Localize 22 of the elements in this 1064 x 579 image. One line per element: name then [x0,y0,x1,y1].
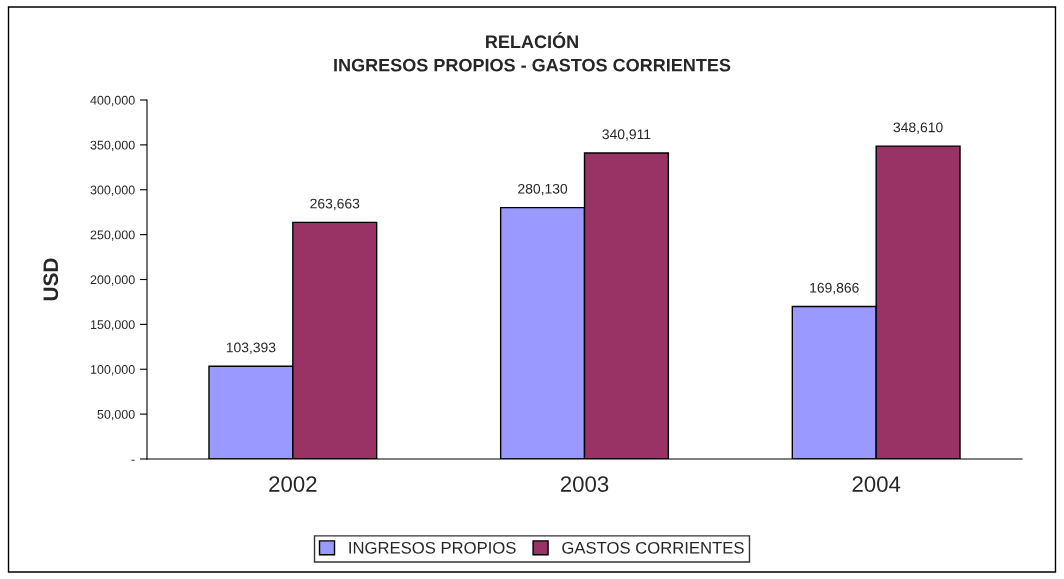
y-tick-label: 400,000 [90,95,135,107]
data-label: 348,610 [893,122,943,134]
data-label: 340,911 [602,129,651,141]
y-tick-label: 250,000 [90,230,135,241]
x-tick-label: 2004 [852,476,901,492]
y-tick-label: 150,000 [90,320,135,331]
x-tick-label: 2002 [269,476,317,492]
y-tick-label: 350,000 [90,140,135,151]
y-axis-title: USD [43,258,59,301]
y-tick-label: 100,000 [90,365,135,376]
data-label: 103,393 [226,342,276,354]
x-tick-label: 2003 [560,476,609,492]
data-label: 169,866 [810,282,859,295]
y-tick-label: - [131,459,135,461]
legend-label: GASTOS CORRIENTES [562,541,744,554]
legend-label: INGRESOS PROPIOS [349,541,516,554]
y-tick-label: 200,000 [90,275,135,286]
y-tick-label: 300,000 [90,185,135,196]
y-tick-label: 50,000 [97,409,135,421]
data-label: 280,130 [518,183,568,196]
chart-title: RELACIÓN INGRESOS PROPIOS - GASTOS CORRIENTES [334,31,731,72]
data-label: 263,663 [310,198,360,211]
